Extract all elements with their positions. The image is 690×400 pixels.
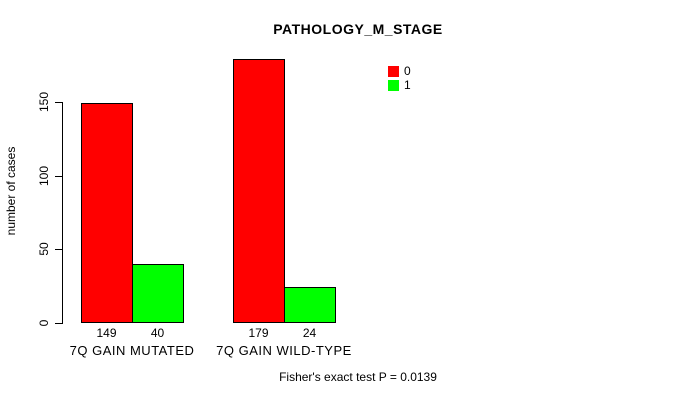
y-tick-label: 100 xyxy=(37,165,51,186)
y-tick-label: 150 xyxy=(37,91,51,113)
legend-entry: 1 xyxy=(388,79,411,92)
bar-value-label: 149 xyxy=(96,326,117,340)
category-label: 7Q GAIN MUTATED xyxy=(69,343,195,358)
bar-series-0 xyxy=(232,59,285,324)
bar-value-label: 24 xyxy=(302,326,317,340)
stat-annotation: Fisher's exact test P = 0.0139 xyxy=(279,370,437,384)
y-tick xyxy=(55,102,62,103)
y-tick xyxy=(55,322,62,324)
category-label: 7Q GAIN WILD-TYPE xyxy=(216,343,352,358)
bar-series-1 xyxy=(283,287,336,324)
y-axis-label: number of cases xyxy=(4,146,18,236)
bar-series-0 xyxy=(80,103,133,324)
y-tick-label: 0 xyxy=(37,319,51,326)
legend-entry: 0 xyxy=(388,65,411,78)
legend-label: 1 xyxy=(404,78,411,92)
legend-swatch-1 xyxy=(388,80,399,91)
chart-title: PATHOLOGY_M_STAGE xyxy=(273,21,443,37)
bar-value-label: 179 xyxy=(248,326,269,340)
legend-swatch-0 xyxy=(388,66,399,77)
y-axis-line xyxy=(62,102,63,324)
legend-label: 0 xyxy=(404,64,411,78)
y-tick xyxy=(55,175,62,177)
y-tick xyxy=(55,249,62,250)
bar-value-label: 40 xyxy=(150,326,165,340)
y-tick-label: 50 xyxy=(37,242,51,256)
bar-series-1 xyxy=(131,263,184,324)
